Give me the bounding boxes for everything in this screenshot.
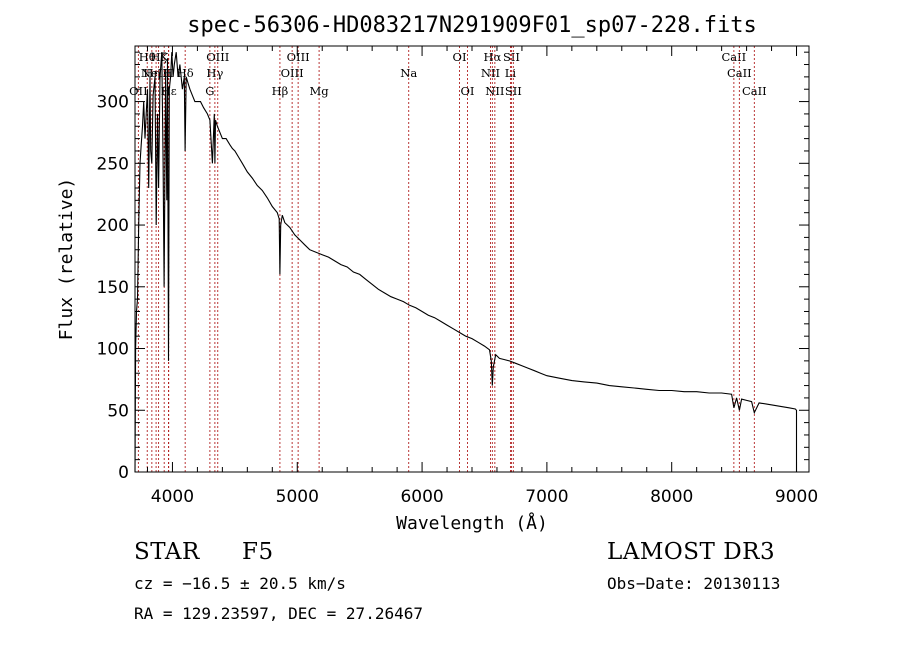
spectral-line-label: K — [160, 50, 169, 64]
spectral-line-label: Hε — [161, 84, 177, 98]
y-tick-label: 200 — [97, 216, 129, 236]
x-tick-label: 5000 — [276, 487, 319, 507]
object-subclass: F5 — [242, 539, 274, 565]
y-tick-label: 300 — [97, 93, 129, 113]
x-tick-label: 7000 — [525, 487, 568, 507]
plot-frame — [134, 45, 810, 473]
y-tick-label: 250 — [97, 154, 129, 174]
chart-title: spec-56306-HD083217N291909F01_sp07-228.f… — [187, 13, 757, 38]
survey-name: LAMOST DR3 — [607, 539, 776, 565]
spectral-line-label: OII — [129, 84, 148, 98]
spectral-line-label: OIII — [281, 66, 304, 80]
spectral-line-label: OIII — [206, 50, 229, 64]
spectral-line-label: Hη — [143, 66, 160, 80]
spectral-lines: OIIHθHηNeIIIHζKHHεHδGHγOIIIHβOIIIOIIIMgN… — [129, 46, 767, 472]
spectrum-line — [134, 52, 798, 473]
spectral-line-label: SII — [505, 84, 522, 98]
y-tick-label: 0 — [118, 463, 129, 483]
object-class: STAR — [134, 539, 200, 565]
spectral-line-label: NeIII — [141, 66, 172, 80]
redshift-readout: cz = −16.5 ± 20.5 km/s — [134, 574, 346, 593]
y-tick-label: 100 — [97, 340, 129, 360]
spectral-line-label: Hγ — [206, 66, 223, 80]
spectral-line-label: G — [205, 84, 214, 98]
spectral-line-label: CaII — [721, 50, 746, 64]
y-axis-label: Flux (relative) — [56, 178, 77, 341]
spectral-line-label: NII — [481, 66, 500, 80]
spectral-line-label: OI — [453, 50, 467, 64]
coordinates: RA = 129.23597, DEC = 27.26467 — [134, 604, 423, 623]
spectral-line-label: Hζ — [150, 50, 166, 64]
y-tick-label: 150 — [97, 278, 129, 298]
spectral-line-label: Na — [400, 66, 417, 80]
x-tick-label: 9000 — [775, 487, 818, 507]
x-tick-label: 4000 — [151, 487, 194, 507]
spectral-line-label: NII — [485, 84, 504, 98]
spectral-line-label: Mg — [310, 84, 330, 98]
x-axis-label: Wavelength (Å) — [396, 512, 548, 534]
spectral-line-label: CaII — [742, 84, 767, 98]
x-tick-label: 8000 — [650, 487, 693, 507]
spectral-line-label: Hθ — [139, 50, 156, 64]
spectral-line-label: OIII — [287, 50, 310, 64]
y-tick-label: 50 — [107, 401, 129, 421]
spectral-line-label: SII — [503, 50, 520, 64]
axis-ticks: 4000 5000 6000 7000 8000 9000 0 50 100 150 200 250 3… — [97, 46, 818, 507]
spectral-line-label: OI — [461, 84, 475, 98]
spectral-line-label: CaII — [727, 66, 752, 80]
spectral-line-label: Li — [505, 66, 517, 80]
spectral-line-label: H — [163, 66, 173, 80]
x-tick-label: 6000 — [400, 487, 443, 507]
spectral-line-label: Hα — [483, 50, 501, 64]
spectral-line-label: Hβ — [272, 84, 289, 98]
obs-date: Obs−Date: 20130113 — [607, 574, 781, 593]
